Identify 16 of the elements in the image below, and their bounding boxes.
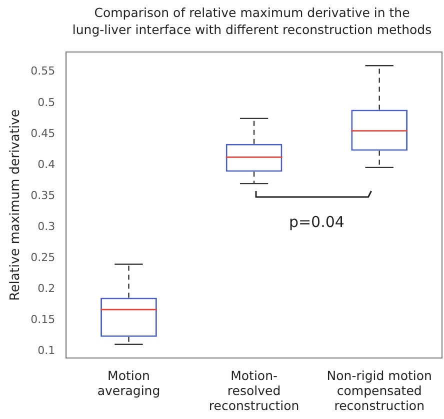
- x-tick-label: Non-rigid motion compensated reconstruction: [326, 368, 432, 413]
- y-axis-title: Relative maximum derivative: [8, 109, 24, 301]
- y-tick-label: 0.2: [38, 282, 56, 295]
- y-tick-label: 0.5: [38, 96, 56, 109]
- y-tick-label: 0.3: [38, 220, 56, 233]
- y-tick-label: 0.35: [30, 188, 56, 202]
- y-tick-label: 0.1: [38, 344, 56, 358]
- x-tick-label: Motion averaging: [97, 368, 160, 398]
- y-tick-label: 0.55: [30, 64, 56, 78]
- y-tick-label: 0.25: [30, 250, 56, 264]
- chart-title: Comparison of relative maximum derivative in the lung-liver interface with different reconstruction methods: [71, 4, 433, 38]
- y-tick-label: 0.15: [30, 312, 56, 326]
- annotation: p=0.04: [288, 212, 344, 231]
- y-tick-label: 0.45: [30, 126, 56, 140]
- x-tick-label: Motion- resolved reconstruction: [208, 368, 300, 413]
- y-tick-label: 0.4: [38, 158, 56, 171]
